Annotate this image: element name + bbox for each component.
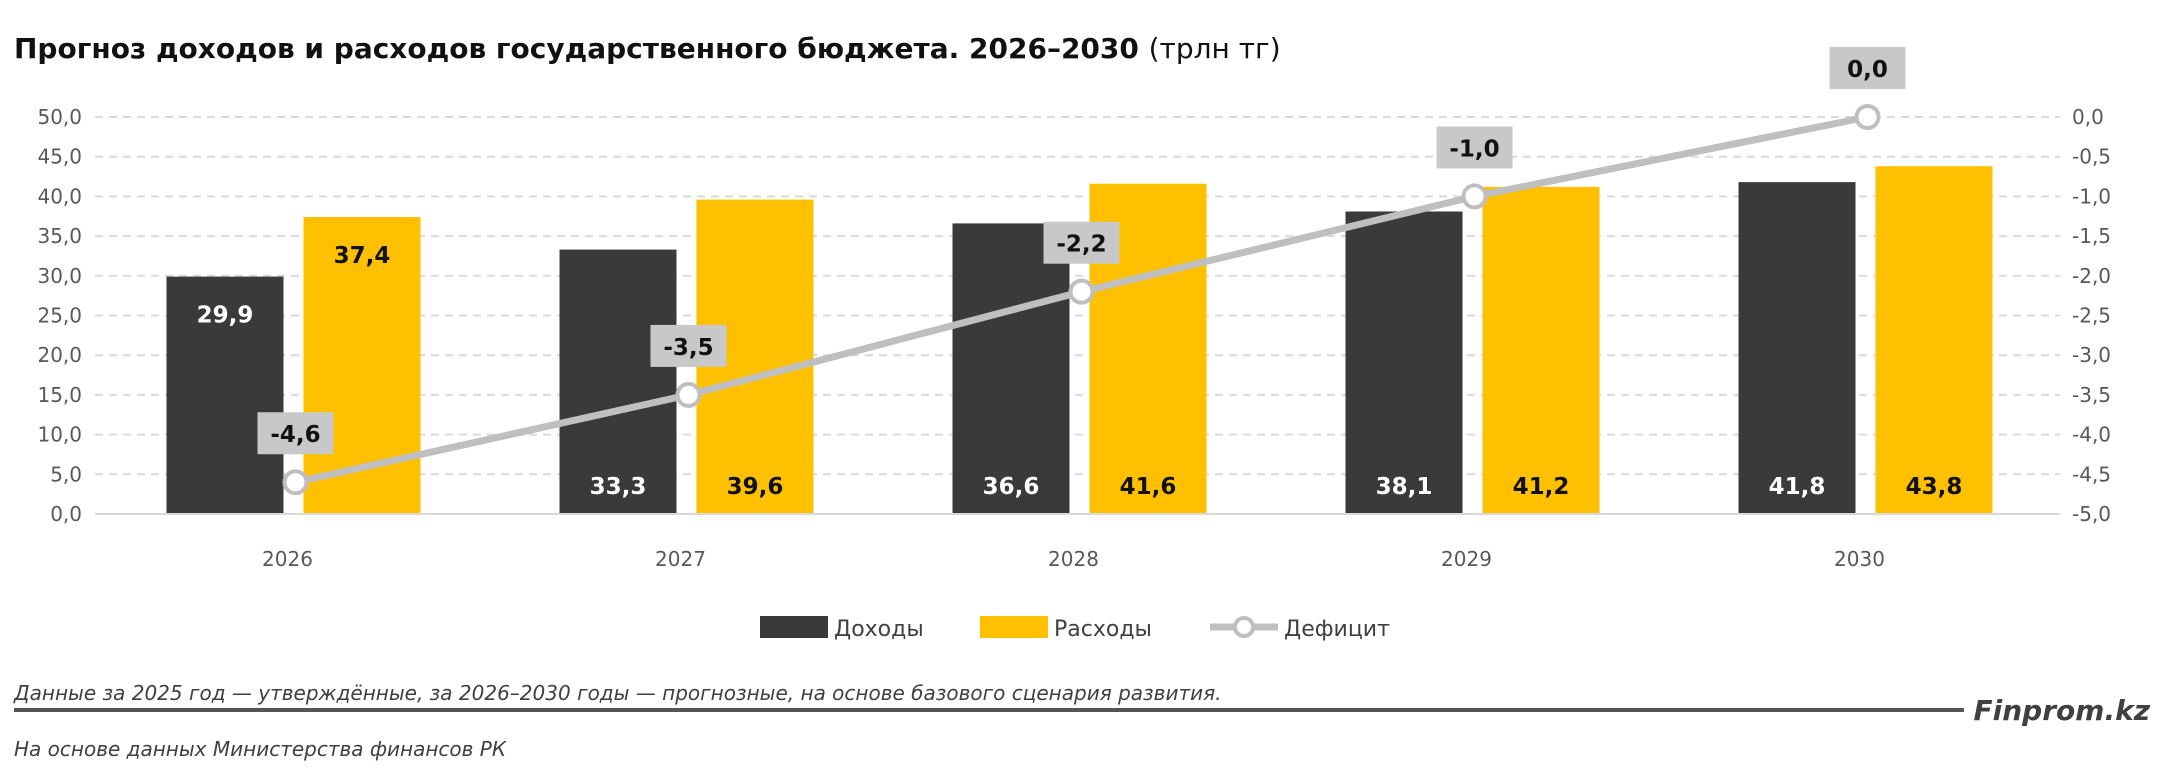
deficit-label-box — [650, 324, 727, 367]
deficit-data-label: -1,0 — [1449, 136, 1499, 162]
revenue-data-label: 29,9 — [197, 303, 254, 329]
expenses-data-label: 41,2 — [1513, 474, 1570, 500]
right-axis-tick: -5,0 — [2072, 502, 2111, 526]
right-axis-tick: 0,0 — [2072, 105, 2104, 129]
left-axis-tick: 50,0 — [37, 105, 82, 129]
deficit-point — [1461, 183, 1488, 210]
deficit-point — [282, 469, 309, 496]
right-axis-tick: -3,0 — [2072, 343, 2111, 367]
right-axis-tick: -3,5 — [2072, 383, 2111, 407]
left-axis-tick: 15,0 — [37, 383, 82, 407]
expenses-bar — [1875, 166, 1993, 514]
deficit-label-box — [1043, 221, 1120, 264]
right-axis-tick: -1,5 — [2072, 224, 2111, 248]
expenses-data-label: 41,6 — [1120, 474, 1177, 500]
left-axis-tick: 5,0 — [50, 462, 82, 486]
revenue-data-label: 38,1 — [1376, 474, 1433, 500]
right-axis-tick: -2,0 — [2072, 264, 2111, 288]
x-axis-tick: 2026 — [262, 547, 313, 571]
revenue-bar — [1738, 182, 1856, 514]
legend-label: Расходы — [1054, 617, 1152, 642]
x-axis-tick: 2030 — [1834, 547, 1885, 571]
right-axis-tick: -2,5 — [2072, 304, 2111, 328]
deficit-point — [1854, 104, 1881, 130]
deficit-data-label: -4,6 — [270, 422, 320, 448]
deficit-data-label: 0,0 — [1847, 57, 1888, 83]
x-axis-tick: 2028 — [1048, 547, 1099, 571]
expenses-data-label: 43,8 — [1906, 474, 1963, 500]
x-axis-tick: 2027 — [655, 547, 706, 571]
legend-label: Доходы — [834, 617, 924, 642]
right-axis-tick: -0,5 — [2072, 145, 2111, 169]
deficit-label-box — [257, 412, 334, 455]
revenue-data-label: 36,6 — [983, 474, 1040, 500]
footnote: Данные за 2025 год — утверждённые, за 20… — [13, 681, 1222, 705]
left-axis-tick: 45,0 — [37, 145, 82, 169]
deficit-label-box — [1829, 47, 1906, 89]
left-axis-tick: 0,0 — [50, 502, 82, 526]
source-note: На основе данных Министерства финансов Р… — [14, 737, 507, 761]
left-axis-tick: 30,0 — [37, 264, 82, 288]
deficit-data-label: -2,2 — [1056, 232, 1106, 258]
chart-title: Прогноз доходов и расходов государственн… — [14, 32, 1281, 65]
legend-label: Дефицит — [1284, 617, 1390, 642]
revenue-bar — [166, 276, 284, 514]
legend: Доходы Расходы Дефицит — [760, 616, 1390, 642]
revenue-bar — [1345, 211, 1463, 514]
revenue-bar — [952, 223, 1070, 514]
footer-divider — [14, 708, 1964, 712]
legend-swatch-revenue — [760, 616, 828, 638]
right-axis-tick: -4,5 — [2072, 462, 2111, 486]
left-axis-tick: 35,0 — [37, 224, 82, 248]
deficit-data-label: -3,5 — [663, 335, 713, 361]
expenses-data-label: 37,4 — [334, 243, 391, 269]
revenue-data-label: 33,3 — [590, 474, 647, 500]
deficit-point — [675, 381, 702, 408]
brand-logo: Finprom.kz — [1974, 694, 2151, 727]
left-axis-tick: 20,0 — [37, 343, 82, 367]
left-axis-tick: 10,0 — [37, 423, 82, 447]
left-axis-tick: 25,0 — [37, 304, 82, 328]
expenses-data-label: 39,6 — [727, 474, 784, 500]
revenue-data-label: 41,8 — [1769, 474, 1826, 500]
revenue-bar — [559, 249, 677, 514]
deficit-point — [1068, 278, 1095, 305]
right-axis-tick: -4,0 — [2072, 423, 2111, 447]
left-axis-tick: 40,0 — [37, 184, 82, 208]
expenses-bar — [1482, 186, 1600, 514]
legend-swatch-expenses — [980, 616, 1048, 638]
deficit-label-box — [1436, 126, 1513, 169]
x-axis-tick: 2029 — [1441, 547, 1492, 571]
right-axis-tick: -1,0 — [2072, 184, 2111, 208]
legend-marker-deficit — [1233, 616, 1255, 638]
chart-title-unit: (трлн тг) — [1149, 32, 1281, 65]
